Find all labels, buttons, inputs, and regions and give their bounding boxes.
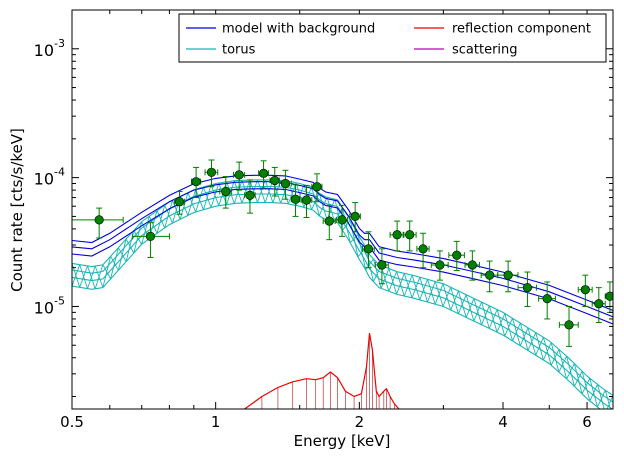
legend-label: scattering xyxy=(452,43,518,58)
data-marker xyxy=(392,230,402,240)
data-marker xyxy=(350,211,360,222)
data-marker xyxy=(522,283,533,293)
model-band-line-1 xyxy=(72,181,613,318)
data-point xyxy=(132,221,170,258)
data-point xyxy=(335,204,349,237)
data-point xyxy=(322,204,336,241)
y-tick-base: 10 xyxy=(34,298,54,317)
data-marker xyxy=(145,231,156,241)
x-tick-label: 1 xyxy=(211,413,221,431)
data-point xyxy=(72,207,124,239)
data-marker xyxy=(206,167,217,177)
data-point xyxy=(191,166,202,199)
data-marker xyxy=(301,195,312,205)
data-point xyxy=(517,271,537,307)
data-point xyxy=(244,179,256,214)
y-axis-label: Count rate [cts/s/keV] xyxy=(8,128,26,292)
data-point xyxy=(480,260,499,293)
data-point xyxy=(464,250,480,281)
data-marker xyxy=(312,182,322,192)
torus-band-line-1 xyxy=(72,193,613,409)
data-point xyxy=(219,176,233,209)
data-marker xyxy=(377,260,387,270)
legend-label: torus xyxy=(222,43,256,58)
data-marker xyxy=(485,270,495,280)
data-marker xyxy=(418,244,428,254)
data-marker xyxy=(221,186,231,197)
data-point xyxy=(258,160,269,189)
x-tick-label: 6 xyxy=(582,413,592,431)
data-marker xyxy=(605,291,613,301)
data-marker xyxy=(290,194,301,204)
data-marker xyxy=(258,168,269,178)
data-point xyxy=(604,281,613,313)
y-tick-exponent: -3 xyxy=(54,37,65,50)
legend-box xyxy=(178,13,607,63)
data-marker xyxy=(594,299,604,309)
y-tick-labels: 10-510-410-3 xyxy=(34,37,65,318)
data-point xyxy=(349,202,361,233)
x-tick-label: 0.5 xyxy=(60,413,84,431)
data-marker xyxy=(270,175,280,186)
data-marker xyxy=(191,177,201,187)
data-marker xyxy=(503,270,513,280)
data-marker xyxy=(337,215,347,225)
legend: model with background reflection componen… xyxy=(178,13,607,63)
data-points xyxy=(72,159,613,347)
data-marker xyxy=(435,260,445,270)
data-point xyxy=(278,169,292,200)
data-point xyxy=(402,220,417,252)
data-point xyxy=(374,248,389,285)
data-point xyxy=(300,184,313,219)
data-point xyxy=(497,260,519,293)
plot-frame xyxy=(71,9,614,410)
x-tick-label: 4 xyxy=(498,413,508,431)
legend-label: reflection component xyxy=(452,22,591,37)
data-marker xyxy=(363,244,374,254)
data-point xyxy=(174,191,185,215)
data-marker xyxy=(564,320,574,330)
data-marker xyxy=(245,190,255,200)
data-marker xyxy=(94,215,104,225)
data-point xyxy=(430,250,449,281)
data-marker xyxy=(580,285,590,295)
data-marker xyxy=(467,260,477,270)
data-marker xyxy=(234,170,244,180)
y-tick-exponent: -5 xyxy=(54,294,65,307)
data-point xyxy=(538,281,556,320)
data-marker xyxy=(324,216,334,226)
data-marker xyxy=(542,294,552,304)
data-marker xyxy=(174,197,185,207)
data-point xyxy=(448,240,465,272)
data-point xyxy=(416,232,430,269)
y-tick-exponent: -4 xyxy=(54,166,65,179)
data-point xyxy=(233,161,246,191)
data-point xyxy=(558,305,579,347)
x-tick-label: 2 xyxy=(355,413,365,431)
data-point xyxy=(290,184,301,217)
data-marker xyxy=(452,250,462,260)
x-tick-labels: 0.5 1 2 4 6 xyxy=(60,413,592,431)
data-point xyxy=(591,287,606,324)
data-point xyxy=(204,159,219,188)
data-point xyxy=(311,173,323,203)
data-point xyxy=(577,274,593,307)
y-tick-base: 10 xyxy=(34,170,54,189)
data-point xyxy=(361,231,375,269)
data-marker xyxy=(280,178,291,189)
legend-label: model with background xyxy=(222,22,375,37)
data-point xyxy=(269,166,280,197)
x-axis-label: Energy [keV] xyxy=(294,432,391,450)
model-band-line-0 xyxy=(72,188,613,325)
reflection-line xyxy=(244,333,400,409)
model-band-line-2 xyxy=(72,174,613,312)
data-point xyxy=(389,220,405,252)
data-marker xyxy=(405,230,415,240)
y-tick-base: 10 xyxy=(34,41,54,60)
